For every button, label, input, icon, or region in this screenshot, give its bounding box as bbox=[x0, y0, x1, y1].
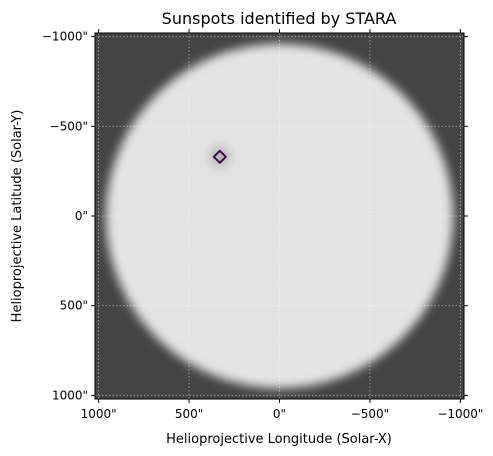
x-axis-label: Helioprojective Longitude (Solar-X) bbox=[166, 432, 392, 447]
x-tick-label: −1000" bbox=[437, 407, 483, 421]
y-tick-label: −1000" bbox=[42, 30, 88, 44]
sunspot-layer bbox=[210, 147, 229, 166]
sunspot-umbra bbox=[210, 147, 229, 166]
sunspot-contour bbox=[212, 149, 227, 164]
y-tick-label: −500" bbox=[50, 119, 88, 133]
axis-ticks: 1000" 500" 0" −500" −1000" −1000" −500" 0" 500" 1… bbox=[42, 29, 483, 421]
x-tick-label: −500" bbox=[351, 407, 389, 421]
x-tick-label: 1000" bbox=[81, 407, 117, 421]
y-axis-label: Helioprojective Latitude (Solar-Y) bbox=[10, 110, 25, 323]
chart-title: Sunspots identified by STARA bbox=[162, 9, 397, 28]
x-tick-label: 0" bbox=[273, 407, 286, 421]
y-tick-label: 0" bbox=[75, 209, 88, 223]
y-tick-label: 1000" bbox=[52, 388, 88, 402]
y-tick-label: 500" bbox=[60, 299, 88, 313]
x-tick-label: 500" bbox=[175, 407, 203, 421]
coordinate-grid bbox=[95, 33, 464, 399]
plot-area bbox=[95, 33, 464, 399]
